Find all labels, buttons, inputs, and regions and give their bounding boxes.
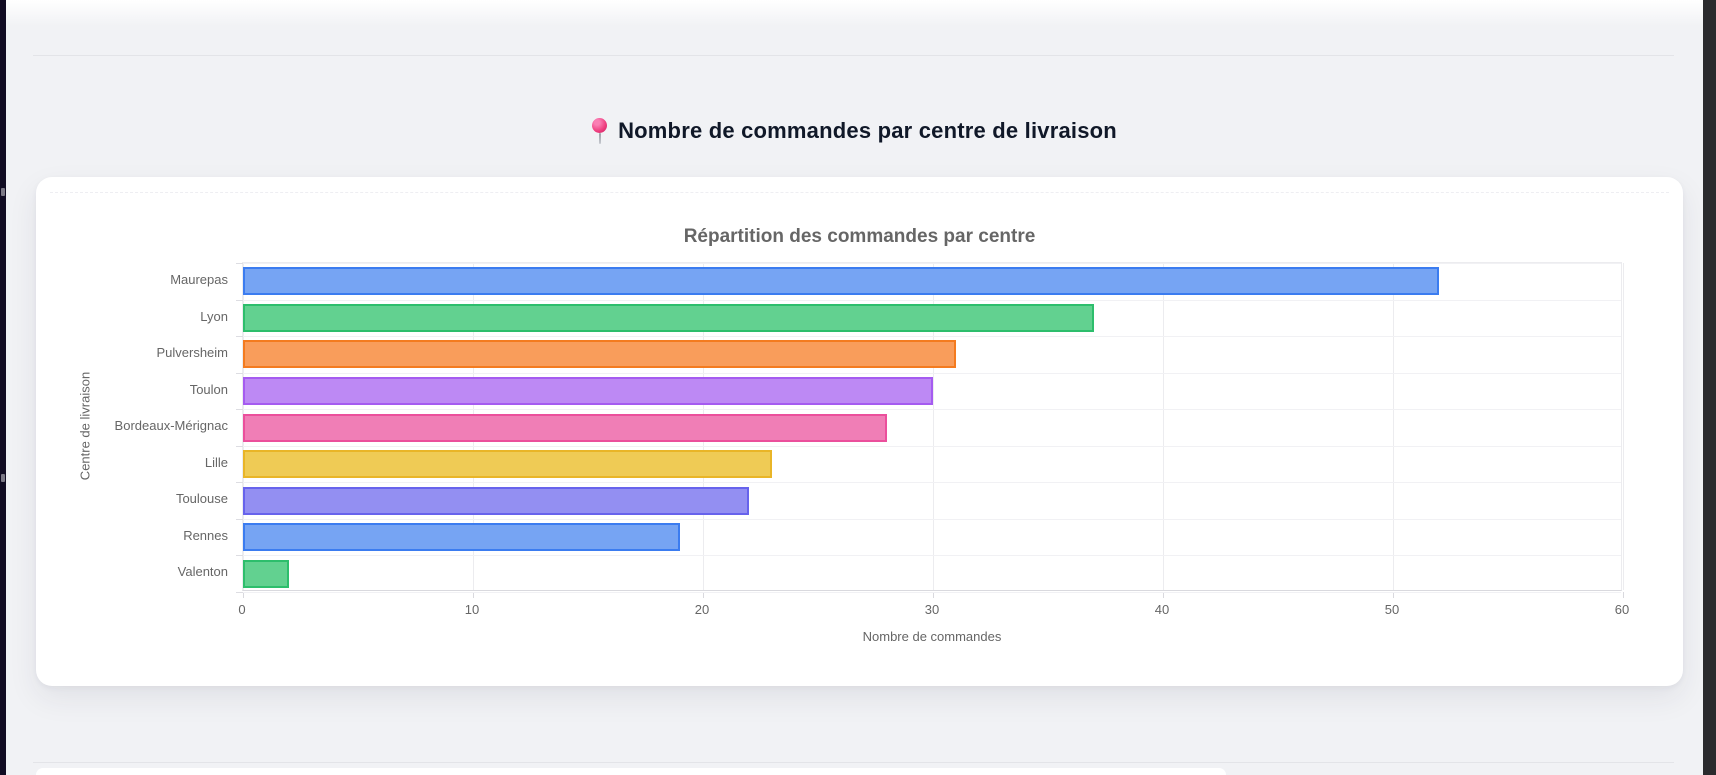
chart-title: Répartition des commandes par centre (683, 226, 1036, 247)
bar-lyon[interactable] (243, 303, 1094, 332)
y-tick-mark (236, 482, 243, 484)
y-gridline (236, 263, 1621, 264)
top-divider (33, 55, 1674, 56)
y-gridline (236, 518, 1621, 520)
x-tick-label: 10 (464, 602, 480, 617)
y-tick-mark (236, 263, 243, 264)
bar-rennes[interactable] (243, 523, 680, 552)
window-edge-artifact (1, 188, 5, 196)
bar-toulon[interactable] (243, 376, 933, 405)
x-tick-mark (1393, 592, 1394, 598)
chart-plot-area[interactable] (236, 262, 1624, 598)
next-card-top-edge (36, 768, 1226, 775)
y-category-label: Toulouse (175, 491, 228, 507)
x-axis-title: Nombre de commandes (862, 629, 1002, 644)
y-gridline (236, 482, 1621, 484)
y-category-label: Maurepas (170, 272, 228, 287)
y-category-label: Bordeaux-Mérignac (114, 418, 228, 434)
x-gridline (933, 263, 934, 590)
section-heading-label: Nombre de commandes par centre de livrai… (618, 118, 1117, 143)
y-gridline (236, 372, 1621, 374)
chart-card: Répartition des commandes par centre Nom… (36, 177, 1683, 686)
y-category-label: Valenton (177, 564, 228, 580)
x-gridline (1163, 263, 1164, 590)
bottom-divider (33, 762, 1674, 763)
y-tick-mark (236, 518, 243, 520)
x-gridline (1393, 263, 1394, 590)
right-window-edge (1703, 0, 1716, 775)
y-gridline (236, 299, 1621, 301)
x-tick-label: 0 (238, 602, 246, 617)
y-gridline (236, 445, 1621, 447)
y-category-label: Lyon (200, 308, 228, 324)
x-tick-label: 60 (1614, 602, 1630, 617)
x-tick-mark (473, 592, 474, 598)
y-tick-mark (236, 592, 243, 593)
bar-chart[interactable]: Répartition des commandes par centre Nom… (36, 177, 1683, 686)
y-tick-mark (236, 299, 243, 301)
x-tick-label: 20 (694, 602, 710, 617)
x-tick-mark (1163, 592, 1164, 598)
x-gridline (1623, 263, 1624, 590)
bar-maurepas[interactable] (243, 267, 1439, 296)
bar-valenton[interactable] (243, 559, 289, 588)
x-tick-mark (703, 592, 704, 598)
y-gridline (236, 409, 1621, 411)
card-dashed-divider (50, 192, 1669, 193)
x-tick-mark (243, 592, 244, 598)
bar-lille[interactable] (243, 450, 772, 479)
x-tick-label: 40 (1154, 602, 1170, 617)
y-gridline (236, 336, 1621, 338)
round-pushpin-icon (592, 117, 608, 145)
y-tick-mark (236, 336, 243, 338)
y-tick-mark (236, 372, 243, 374)
y-category-label: Pulversheim (156, 345, 228, 361)
x-tick-label: 30 (924, 602, 940, 617)
y-category-label: Toulon (189, 381, 228, 397)
section-heading: Nombre de commandes par centre de livrai… (6, 116, 1703, 146)
top-scroll-fade (6, 0, 1703, 26)
window-edge-artifact (1, 474, 5, 482)
x-tick-mark (1623, 592, 1624, 598)
bar-bordeaux-m-rignac[interactable] (243, 413, 887, 442)
x-tick-label: 50 (1384, 602, 1400, 617)
x-tick-mark (933, 592, 934, 598)
bar-toulouse[interactable] (243, 486, 749, 515)
y-gridline (236, 555, 1621, 557)
y-category-label: Lille (204, 454, 228, 470)
y-tick-mark (236, 445, 243, 447)
y-tick-mark (236, 409, 243, 411)
left-window-edge (0, 0, 6, 775)
bar-pulversheim[interactable] (243, 340, 956, 369)
y-gridline (236, 592, 1621, 593)
y-category-label: Rennes (183, 527, 228, 543)
y-tick-mark (236, 555, 243, 557)
